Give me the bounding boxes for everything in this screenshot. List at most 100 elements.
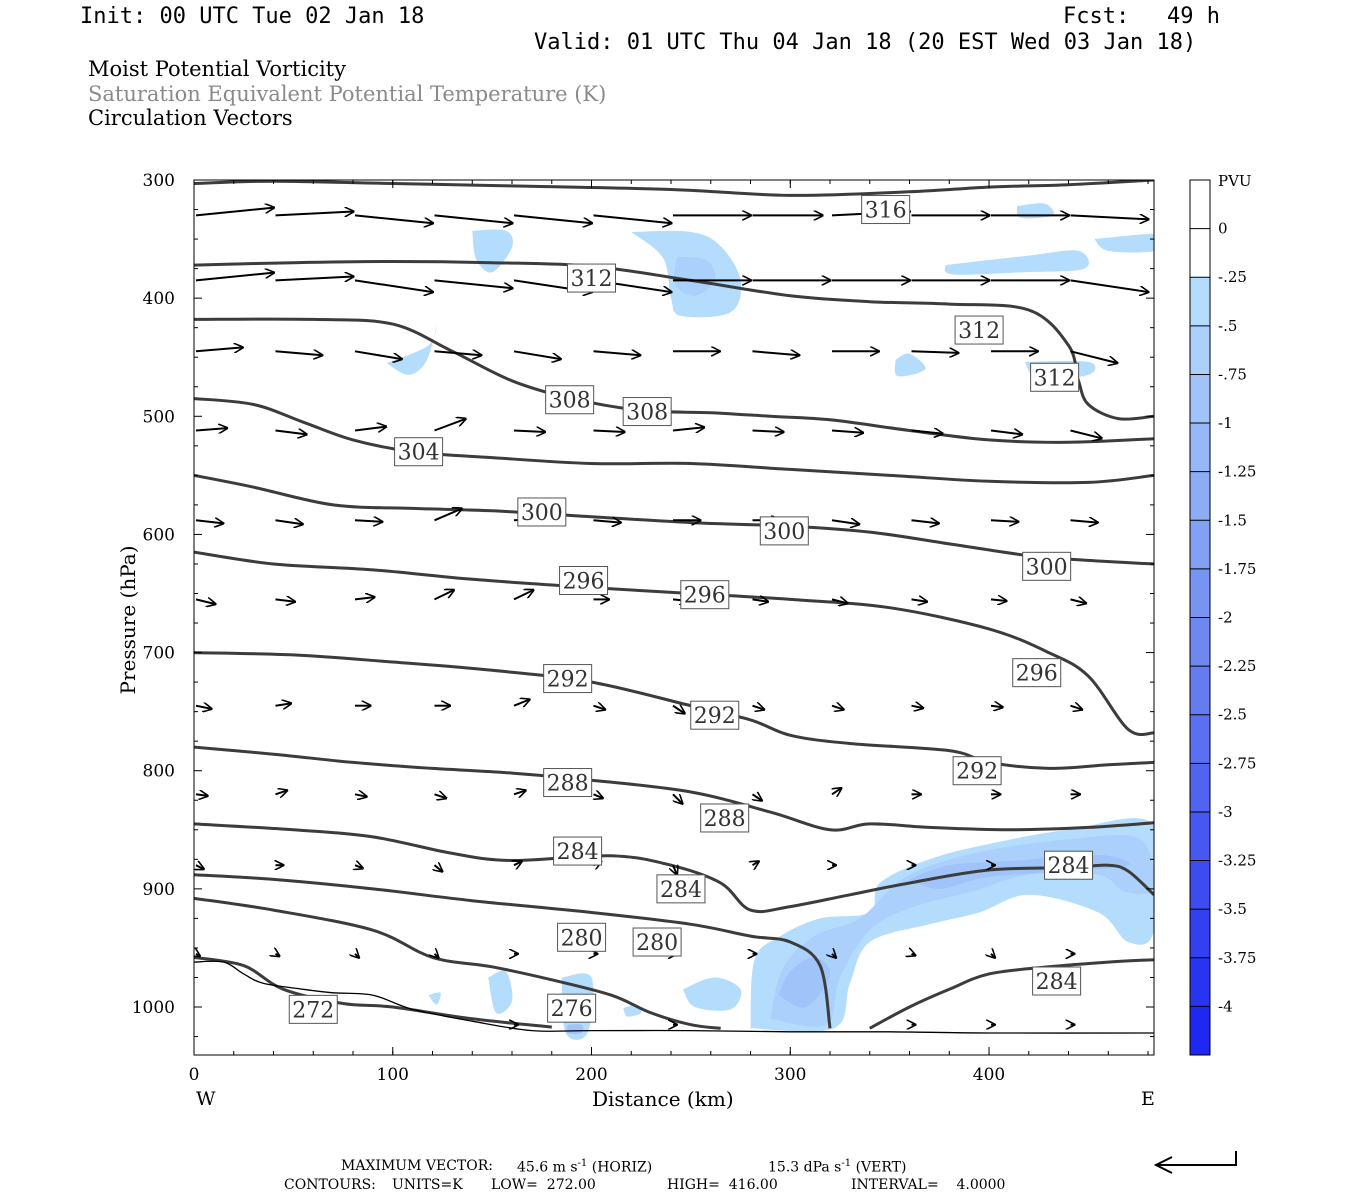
- contour-label: 304: [398, 441, 440, 466]
- circulation-vector: [752, 599, 769, 601]
- circulation-vector: [1070, 279, 1149, 292]
- colorbar-label: -1.5: [1218, 511, 1247, 529]
- colorbar-swatch: [1190, 1006, 1210, 1056]
- circulation-vector: [912, 954, 916, 956]
- pv-region-3: [386, 325, 437, 375]
- colorbar-label: -1.25: [1218, 463, 1256, 481]
- x-tick-label: 0: [189, 1065, 200, 1085]
- circulation-vector: [275, 599, 296, 601]
- circulation-vector: [593, 351, 641, 355]
- circulation-vector: [672, 793, 682, 803]
- y-tick-label: 300: [143, 171, 175, 191]
- pv-region-2: [472, 229, 513, 273]
- contour-label-box: [567, 263, 617, 293]
- colorbar-swatch: [1190, 811, 1210, 862]
- theta-es-contour-296: [194, 550, 1154, 736]
- max-vector-label: MAXIMUM VECTOR:: [341, 1158, 493, 1174]
- pv-region-11: [778, 957, 831, 1008]
- circulation-vector: [434, 794, 447, 798]
- circulation-vector: [276, 954, 280, 956]
- circulation-vector: [752, 431, 784, 433]
- circulation-vector: [195, 706, 212, 709]
- circulation-vector: [673, 865, 677, 874]
- contour-label-box: [759, 516, 809, 546]
- contour-label-box: [656, 874, 706, 904]
- circulation-vector: [434, 419, 466, 432]
- circulation-vector: [752, 351, 800, 355]
- circulation-vector: [434, 279, 513, 288]
- theta-es-contour-292: [194, 651, 1154, 770]
- circulation-vector: [1070, 215, 1149, 219]
- colorbar-swatch: [1190, 860, 1210, 910]
- circulation-vector: [1070, 429, 1102, 439]
- circulation-vector: [354, 214, 433, 223]
- contour-label: 292: [547, 668, 589, 693]
- circulation-vector: [752, 706, 765, 710]
- circulation-vector: [196, 954, 200, 956]
- contour-label-box: [680, 580, 730, 610]
- circulation-vector: [354, 597, 375, 599]
- contour-label: 284: [557, 840, 599, 865]
- colorbar-label: -.75: [1218, 365, 1247, 383]
- circulation-vector: [513, 590, 534, 601]
- colorbar-label: -4: [1218, 997, 1233, 1015]
- theta-es-contour-284b: [869, 958, 1154, 1030]
- contour-label-box: [517, 497, 567, 527]
- pv-region-8: [1094, 233, 1154, 253]
- y-tick-label: 600: [143, 525, 175, 545]
- contour-label: 292: [694, 704, 736, 729]
- contours-interval: INTERVAL= 4.0000: [851, 1177, 1006, 1193]
- theta-es-contour-312: [194, 259, 1154, 421]
- valid-time: Valid: 01 UTC Thu 04 Jan 18 (20 EST Wed …: [534, 30, 1197, 55]
- circulation-vector: [513, 214, 592, 223]
- circulation-vector: [354, 427, 386, 431]
- circulation-vector: [593, 431, 625, 433]
- theta-es-contour-308: [194, 317, 1154, 444]
- colorbar-swatch: [1190, 666, 1210, 716]
- colorbar-swatch: [1190, 617, 1210, 667]
- x-tick-label: 400: [973, 1065, 1005, 1085]
- circulation-vector: [911, 599, 928, 601]
- contour-label: 280: [561, 926, 603, 951]
- circulation-vector: [593, 706, 606, 710]
- circulation-vector: [990, 706, 1003, 708]
- contour-label: 312: [1034, 366, 1076, 391]
- colorbar-label: -2.25: [1218, 657, 1256, 675]
- colorbar-label: -3.25: [1218, 852, 1256, 870]
- circulation-vector: [513, 350, 561, 359]
- colorbar-swatch: [1190, 568, 1210, 618]
- circulation-vector: [1070, 520, 1098, 522]
- circulation-vector: [1070, 350, 1118, 363]
- theta-es-contour-272: [194, 955, 552, 1029]
- contour-label: 296: [1016, 662, 1058, 687]
- contour-label-box: [1044, 850, 1094, 880]
- circulation-vector: [195, 428, 227, 430]
- colorbar-swatch: [1190, 909, 1210, 959]
- contour-label: 296: [563, 570, 605, 595]
- contour-label: 300: [1026, 555, 1068, 580]
- contour-label-box: [1032, 966, 1082, 996]
- theta-es-contour-288: [194, 745, 1154, 832]
- contour-label-box: [553, 836, 603, 866]
- contour-label: 292: [956, 760, 998, 785]
- contour-label-box: [545, 385, 595, 415]
- plot-frame: [193, 179, 1155, 1056]
- circulation-vector: [831, 431, 863, 433]
- contour-label-box: [622, 397, 672, 427]
- horiz-exponent: -1: [577, 1158, 588, 1169]
- pv-region-1: [674, 256, 716, 296]
- circulation-vector: [911, 706, 924, 708]
- contour-label-box: [954, 315, 1004, 345]
- x-tick-label: 100: [377, 1065, 409, 1085]
- circulation-vector: [513, 431, 545, 433]
- colorbar-label: -.25: [1218, 268, 1247, 286]
- contours-label: CONTOURS:: [284, 1177, 376, 1193]
- contour-label: 312: [958, 319, 1000, 344]
- contour-label: 316: [865, 199, 907, 224]
- circulation-vector: [354, 279, 433, 292]
- y-tick-label: 400: [143, 289, 175, 309]
- pv-region-17: [488, 970, 513, 1014]
- circulation-vector: [275, 351, 323, 355]
- colorbar-swatch: [1190, 763, 1210, 813]
